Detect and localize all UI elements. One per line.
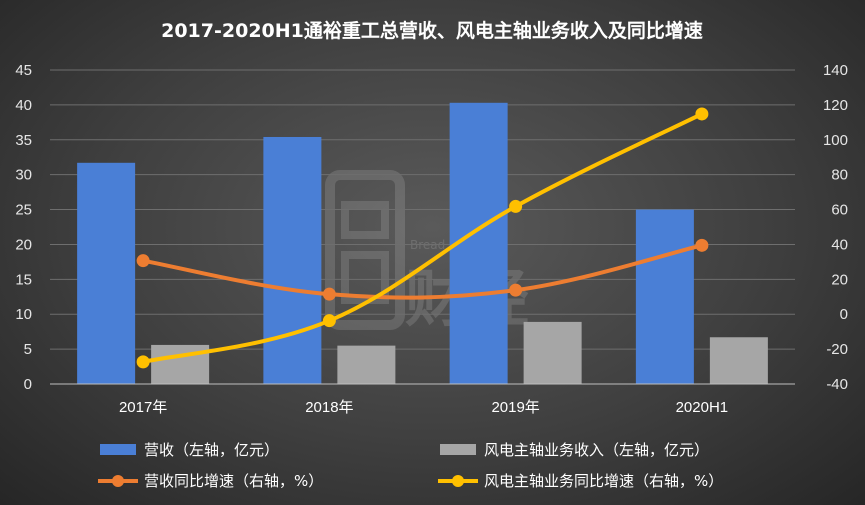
revenue-bar [77,162,136,384]
revenue-bar [635,209,694,384]
spindle-revenue-bar [337,345,396,384]
left-tick-label: 40 [15,97,32,114]
left-tick-label: 15 [15,271,32,288]
left-tick-label: 5 [24,341,32,358]
spindle-growth-point [136,355,150,369]
left-tick-label: 0 [24,376,32,393]
spindle-revenue-bar [709,337,768,384]
revenue-growth-line [141,243,704,300]
right-tick-label: 140 [823,62,848,79]
left-axis-ticks: 0 5 10 15 20 25 30 35 40 45 [15,62,32,393]
legend-label: 营收同比增速（右轴，%） [144,472,323,490]
legend-swatch [440,444,476,455]
revenue-growth-point [136,254,150,268]
right-tick-label: -20 [826,341,848,358]
legend-label: 营收（左轴，亿元） [144,441,279,459]
legend-swatch [100,444,136,455]
left-tick-label: 25 [15,202,32,219]
right-tick-label: 60 [831,202,848,219]
right-tick-label: -40 [826,376,848,393]
spindle-growth-line [141,111,704,364]
revenue-growth-point [695,238,709,252]
spindle-growth-point [322,314,336,328]
revenue-growth-point [322,287,336,301]
legend-label: 风电主轴业务收入（左轴，亿元） [484,441,709,459]
spindle-growth-point [695,107,709,121]
legend-marker [112,475,124,487]
bar-series [77,102,768,384]
revenue-bar [263,136,322,384]
right-tick-label: 20 [831,271,848,288]
left-tick-label: 30 [15,167,32,184]
revenue-growth-point [509,283,523,297]
spindle-growth-point [509,199,523,213]
spindle-revenue-bar [523,321,582,384]
right-tick-label: 120 [823,97,848,114]
category-labels: 2017年 2018年 2019年 2020H1 [119,399,728,416]
left-tick-label: 20 [15,236,32,253]
category-label: 2019年 [491,399,539,416]
left-tick-label: 35 [15,132,32,149]
left-tick-label: 45 [15,62,32,79]
left-tick-label: 10 [15,306,32,323]
legend-label: 风电主轴业务同比增速（右轴，%） [484,472,723,490]
category-label: 2017年 [119,399,167,416]
chart-title: 2017-2020H1通裕重工总营收、风电主轴业务收入及同比增速 [161,19,703,42]
legend-marker [452,475,464,487]
line-series [136,107,709,369]
right-tick-label: 80 [831,167,848,184]
right-tick-label: 40 [831,236,848,253]
category-label: 2020H1 [676,399,729,416]
right-tick-label: 100 [823,132,848,149]
right-axis-ticks: -40 -20 0 20 40 60 80 100 120 140 [823,62,848,393]
right-tick-label: 0 [840,306,848,323]
legend: 营收（左轴，亿元） 风电主轴业务收入（左轴，亿元） 营收同比增速（右轴，%） 风电主轴… [98,441,723,490]
category-label: 2018年 [305,399,353,416]
